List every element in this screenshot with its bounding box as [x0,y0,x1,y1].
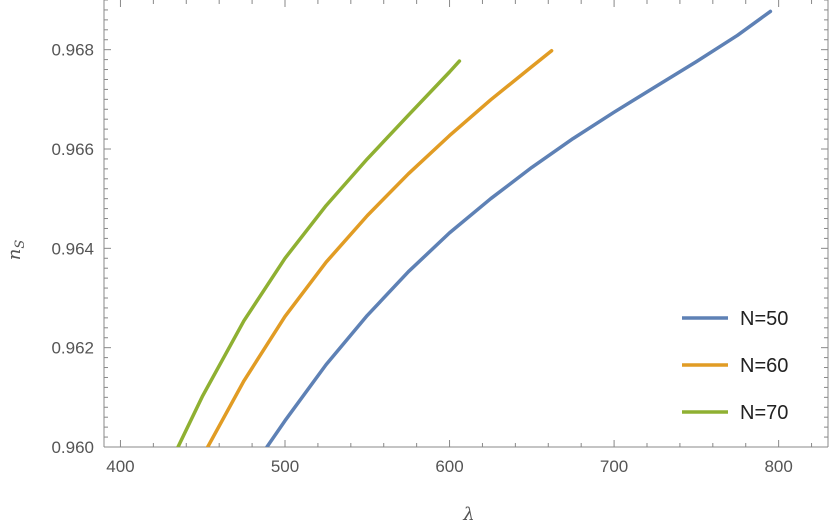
series-curves [176,9,773,447]
axis-labels: λ nS [4,240,475,525]
y-tick-label: 0.968 [51,41,94,60]
legend: N=50 N=60 N=70 [682,308,788,424]
y-axis-label: nS [4,240,28,261]
series-line-n-60 [205,48,554,447]
y-tick-label: 0.962 [51,339,94,358]
legend-label: N=50 [740,308,788,330]
y-axis-label-main: n [4,249,25,261]
y-tick-label: 0.966 [51,140,94,159]
y-tick-label: 0.964 [51,239,94,258]
x-tick-label: 500 [271,457,299,476]
x-tick-label: 600 [435,457,463,476]
axis-ticks: 400 500 600 700 800 0.960 0.962 0.964 0.966 0.968 [51,0,828,476]
series-line-n-50 [265,9,773,447]
series-line-n-70 [176,59,462,447]
y-axis-label-sub: S [13,240,28,249]
x-tick-label: 800 [764,457,792,476]
legend-label: N=70 [740,402,788,424]
plot-frame [103,0,829,448]
legend-label: N=60 [740,355,788,377]
x-tick-label: 400 [106,457,134,476]
y-tick-label: 0.960 [51,438,94,457]
x-tick-label: 700 [600,457,628,476]
x-axis-label: λ [462,504,474,525]
